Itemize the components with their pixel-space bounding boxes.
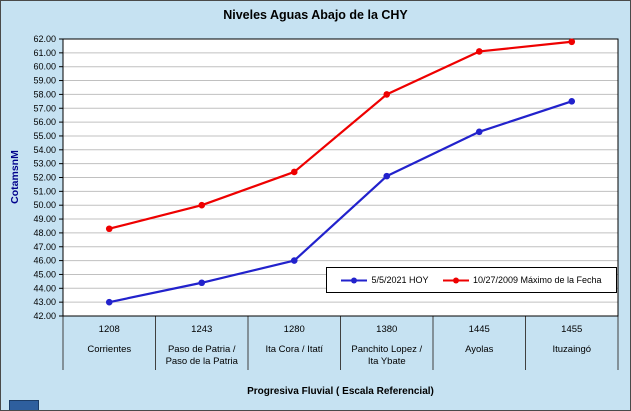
data-point-series-0[interactable]: [198, 279, 206, 287]
category-name-label: Paso de Patria /: [168, 344, 236, 355]
category-name-label: Ita Cora / Itatí: [265, 344, 323, 355]
y-tick-label: 60.00: [33, 62, 56, 72]
data-point-series-1[interactable]: [105, 225, 113, 233]
category-km-label: 1243: [191, 324, 212, 335]
y-tick-label: 54.00: [33, 145, 56, 155]
data-point-series-1[interactable]: [475, 48, 483, 55]
data-point-series-0[interactable]: [105, 298, 113, 306]
data-point-series-1[interactable]: [568, 38, 576, 46]
legend-marker-line-blue: [341, 276, 368, 285]
category-km-label: 1455: [561, 324, 582, 335]
legend-entry-series-0[interactable]: 5/5/2021 HOY: [341, 275, 429, 285]
y-tick-label: 51.00: [33, 186, 56, 196]
y-tick-label: 52.00: [33, 173, 56, 183]
series-line-1[interactable]: [108, 40, 573, 230]
data-point-series-0[interactable]: [290, 257, 298, 264]
y-tick-label: 59.00: [33, 76, 56, 86]
y-tick-label: 46.00: [33, 256, 56, 266]
category-name-label: Ituzaingó: [552, 344, 591, 355]
y-tick-label: 55.00: [33, 131, 56, 141]
y-tick-label: 48.00: [33, 228, 56, 238]
y-tick-label: 44.00: [33, 283, 56, 293]
data-point-series-1[interactable]: [198, 201, 206, 209]
category-name-label: Panchito Lopez /: [351, 344, 422, 355]
y-tick-label: 53.00: [33, 159, 56, 169]
sheet-tab-partial[interactable]: [9, 400, 39, 410]
chart-title: Niveles Aguas Abajo de la CHY: [223, 8, 408, 22]
plot-border: [62, 38, 619, 317]
y-tick-label: 45.00: [33, 269, 56, 279]
data-point-series-1[interactable]: [290, 168, 298, 176]
category-name-label: Paso de la Patria: [166, 356, 239, 367]
category-name-label: Corrientes: [87, 344, 131, 355]
data-point-series-0[interactable]: [475, 128, 483, 136]
category-km-label: 1380: [376, 324, 397, 335]
legend[interactable]: 5/5/2021 HOY 10/27/2009 Máximo de la Fec…: [326, 267, 617, 293]
legend-marker-line-red: [442, 276, 469, 285]
y-tick-label: 47.00: [33, 242, 56, 252]
category-name-label: Ayolas: [465, 344, 494, 355]
y-tick-label: 61.00: [33, 48, 56, 58]
data-point-series-1[interactable]: [383, 91, 391, 98]
category-km-label: 1280: [284, 324, 305, 335]
x-axis-title: Progresiva Fluvial ( Escala Referencial): [247, 386, 434, 397]
data-point-series-0[interactable]: [568, 98, 576, 105]
category-name-label: Ita Ybate: [368, 356, 406, 367]
legend-entry-series-1[interactable]: 10/27/2009 Máximo de la Fecha: [442, 275, 602, 285]
category-km-label: 1208: [99, 324, 120, 335]
y-tick-label: 58.00: [33, 89, 56, 99]
series-line-0[interactable]: [108, 100, 573, 304]
y-tick-label: 49.00: [33, 214, 56, 224]
y-tick-label: 56.00: [33, 117, 56, 127]
y-tick-label: 43.00: [33, 297, 56, 307]
y-tick-label: 50.00: [33, 200, 56, 210]
category-km-label: 1445: [469, 324, 490, 335]
y-tick-label: 62.00: [33, 34, 56, 44]
data-point-series-0[interactable]: [383, 172, 391, 180]
legend-label-series-1: 10/27/2009 Máximo de la Fecha: [472, 275, 602, 285]
legend-label-series-0: 5/5/2021 HOY: [371, 275, 429, 285]
y-tick-label: 57.00: [33, 103, 56, 113]
y-tick-label: 42.00: [33, 311, 56, 321]
